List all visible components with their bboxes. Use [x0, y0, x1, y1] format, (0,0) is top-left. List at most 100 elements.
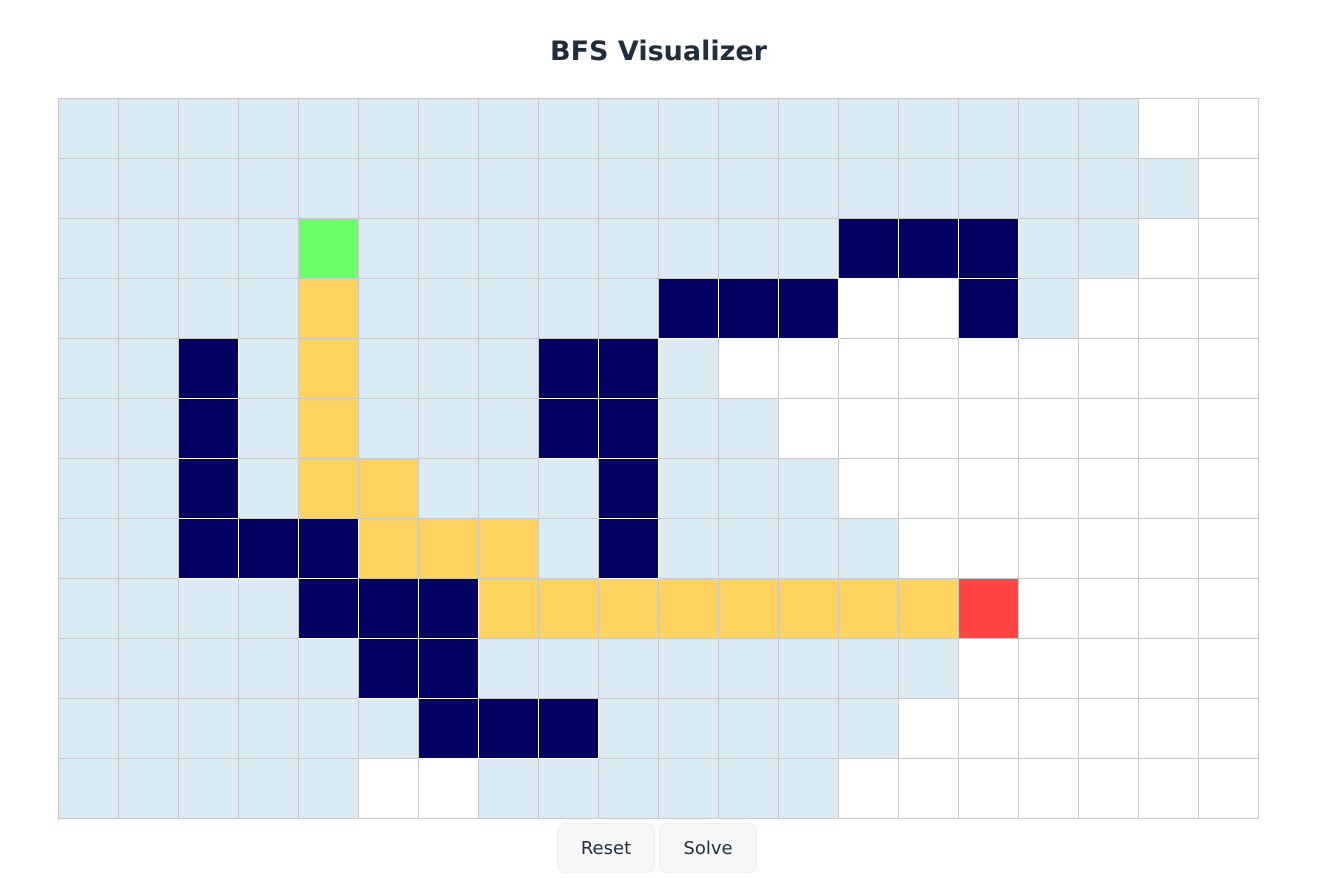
grid-cell-visited[interactable] — [479, 759, 539, 819]
grid-cell-visited[interactable] — [1079, 99, 1139, 159]
grid-cell-visited[interactable] — [479, 219, 539, 279]
grid-cell-visited[interactable] — [1019, 279, 1079, 339]
grid-cell-path[interactable] — [299, 279, 359, 339]
grid-cell-empty[interactable] — [899, 519, 959, 579]
grid-cell-visited[interactable] — [359, 159, 419, 219]
grid-cell-visited[interactable] — [599, 99, 659, 159]
grid-cell-visited[interactable] — [299, 639, 359, 699]
grid-cell-empty[interactable] — [1199, 279, 1259, 339]
grid-cell-visited[interactable] — [119, 279, 179, 339]
grid-cell-visited[interactable] — [839, 639, 899, 699]
grid-cell-visited[interactable] — [539, 159, 599, 219]
grid-cell-path[interactable] — [299, 399, 359, 459]
grid-cell-visited[interactable] — [839, 99, 899, 159]
grid-cell-visited[interactable] — [359, 339, 419, 399]
grid-cell-visited[interactable] — [599, 699, 659, 759]
grid-cell-empty[interactable] — [1199, 759, 1259, 819]
grid-cell-visited[interactable] — [959, 99, 1019, 159]
grid-cell-visited[interactable] — [59, 759, 119, 819]
grid-cell-start[interactable] — [299, 219, 359, 279]
grid-cell-visited[interactable] — [659, 699, 719, 759]
grid-cell-empty[interactable] — [1199, 99, 1259, 159]
grid-cell-empty[interactable] — [1139, 639, 1199, 699]
grid-cell-visited[interactable] — [539, 219, 599, 279]
grid-cell-empty[interactable] — [1139, 699, 1199, 759]
grid-cell-visited[interactable] — [599, 219, 659, 279]
grid-cell-visited[interactable] — [239, 99, 299, 159]
grid-cell-visited[interactable] — [1079, 219, 1139, 279]
grid-cell-empty[interactable] — [959, 339, 1019, 399]
grid-cell-empty[interactable] — [1139, 399, 1199, 459]
grid-cell-empty[interactable] — [1079, 579, 1139, 639]
grid-cell-empty[interactable] — [899, 399, 959, 459]
grid-cell-visited[interactable] — [419, 339, 479, 399]
grid-cell-empty[interactable] — [1199, 339, 1259, 399]
grid-cell-empty[interactable] — [959, 399, 1019, 459]
grid-cell-empty[interactable] — [1019, 339, 1079, 399]
grid-cell-visited[interactable] — [119, 339, 179, 399]
grid-cell-visited[interactable] — [179, 639, 239, 699]
grid-cell-visited[interactable] — [239, 219, 299, 279]
grid-cell-visited[interactable] — [1019, 159, 1079, 219]
grid-cell-visited[interactable] — [779, 519, 839, 579]
grid-cell-empty[interactable] — [1019, 639, 1079, 699]
grid-cell-visited[interactable] — [119, 519, 179, 579]
grid-cell-visited[interactable] — [719, 99, 779, 159]
grid-cell-wall[interactable] — [299, 519, 359, 579]
grid-cell-visited[interactable] — [59, 279, 119, 339]
grid-cell-visited[interactable] — [1019, 219, 1079, 279]
grid-cell-path[interactable] — [479, 519, 539, 579]
bfs-grid[interactable] — [58, 98, 1260, 820]
grid-cell-visited[interactable] — [899, 99, 959, 159]
grid-cell-wall[interactable] — [239, 519, 299, 579]
grid-cell-path[interactable] — [299, 459, 359, 519]
grid-cell-visited[interactable] — [659, 459, 719, 519]
grid-cell-empty[interactable] — [1019, 459, 1079, 519]
grid-cell-visited[interactable] — [119, 759, 179, 819]
grid-cell-visited[interactable] — [59, 339, 119, 399]
grid-cell-empty[interactable] — [1199, 219, 1259, 279]
grid-cell-empty[interactable] — [1019, 579, 1079, 639]
grid-cell-wall[interactable] — [419, 639, 479, 699]
solve-button[interactable]: Solve — [659, 823, 757, 873]
grid-cell-wall[interactable] — [539, 399, 599, 459]
grid-cell-path[interactable] — [539, 579, 599, 639]
grid-cell-visited[interactable] — [899, 639, 959, 699]
grid-cell-empty[interactable] — [959, 699, 1019, 759]
grid-cell-visited[interactable] — [599, 159, 659, 219]
grid-cell-visited[interactable] — [419, 279, 479, 339]
grid-cell-visited[interactable] — [419, 399, 479, 459]
grid-cell-empty[interactable] — [839, 279, 899, 339]
grid-cell-visited[interactable] — [119, 219, 179, 279]
grid-cell-visited[interactable] — [659, 219, 719, 279]
grid-cell-visited[interactable] — [59, 699, 119, 759]
grid-cell-visited[interactable] — [1139, 159, 1199, 219]
grid-cell-visited[interactable] — [239, 579, 299, 639]
grid-cell-visited[interactable] — [119, 639, 179, 699]
reset-button[interactable]: Reset — [557, 823, 655, 873]
grid-cell-visited[interactable] — [419, 159, 479, 219]
grid-cell-wall[interactable] — [599, 339, 659, 399]
grid-cell-visited[interactable] — [599, 759, 659, 819]
grid-cell-visited[interactable] — [179, 579, 239, 639]
grid-cell-visited[interactable] — [839, 159, 899, 219]
grid-cell-empty[interactable] — [1079, 699, 1139, 759]
grid-cell-path[interactable] — [659, 579, 719, 639]
grid-cell-empty[interactable] — [1199, 519, 1259, 579]
grid-cell-empty[interactable] — [1139, 99, 1199, 159]
grid-cell-empty[interactable] — [959, 759, 1019, 819]
grid-cell-visited[interactable] — [479, 159, 539, 219]
grid-cell-visited[interactable] — [479, 279, 539, 339]
grid-cell-empty[interactable] — [1079, 279, 1139, 339]
grid-cell-empty[interactable] — [1019, 699, 1079, 759]
grid-cell-end[interactable] — [959, 579, 1019, 639]
grid-cell-visited[interactable] — [479, 639, 539, 699]
grid-cell-visited[interactable] — [179, 699, 239, 759]
grid-cell-visited[interactable] — [479, 459, 539, 519]
grid-cell-empty[interactable] — [1199, 639, 1259, 699]
grid-cell-visited[interactable] — [119, 699, 179, 759]
grid-cell-visited[interactable] — [779, 99, 839, 159]
grid-cell-wall[interactable] — [359, 579, 419, 639]
grid-cell-visited[interactable] — [479, 99, 539, 159]
grid-cell-empty[interactable] — [839, 459, 899, 519]
